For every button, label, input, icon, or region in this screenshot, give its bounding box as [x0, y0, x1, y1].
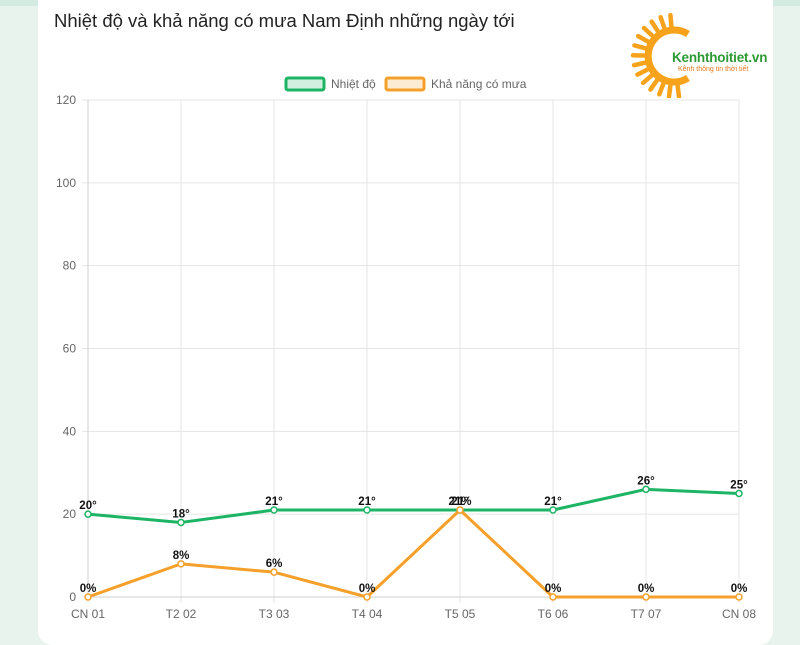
sun-ray [635, 33, 651, 44]
data-label: 21° [544, 496, 562, 508]
y-tick-label: 0 [69, 590, 76, 604]
sun-ray [666, 83, 673, 98]
x-tick-label: T3 03 [259, 607, 290, 621]
brand-tagline: Kênh thông tin thời tiết [678, 66, 749, 73]
y-tick-label: 20 [63, 507, 77, 521]
sun-ray [658, 14, 667, 30]
data-label: 21° [451, 496, 469, 508]
data-point[interactable] [270, 506, 278, 514]
data-point[interactable] [363, 506, 371, 514]
legend-swatch [384, 76, 426, 92]
data-point[interactable] [177, 518, 185, 527]
data-label: 21° [358, 496, 376, 508]
legend-item-1[interactable]: Khả năng có mưa [384, 76, 527, 92]
sun-ray [675, 83, 682, 98]
page-title: Nhiệt độ và khả năng có mưa Nam Định nhữ… [54, 10, 515, 31]
y-tick-label: 40 [63, 424, 77, 438]
legend-label: Nhiệt độ [331, 77, 376, 91]
data-point[interactable] [84, 510, 92, 518]
data-label: 26° [637, 475, 655, 487]
legend-label: Khả năng có mưa [431, 77, 527, 91]
sun-ray [649, 19, 660, 34]
legend-item-0[interactable]: Nhiệt độ [284, 76, 376, 92]
brand-name: Kenhthoitiet.vn [672, 50, 768, 65]
x-tick-label: CN 01 [71, 607, 105, 621]
sun-ray [641, 25, 655, 38]
sun-ray [657, 81, 666, 97]
data-point[interactable] [270, 568, 278, 576]
data-label: 6% [266, 558, 283, 570]
data-label: 0% [731, 583, 748, 595]
data-point[interactable] [363, 593, 371, 601]
sun-icon [630, 12, 690, 98]
sun-ray [631, 60, 648, 68]
data-point[interactable] [642, 593, 650, 601]
data-label: 0% [545, 583, 562, 595]
data-point[interactable] [735, 593, 743, 601]
data-point[interactable] [735, 489, 743, 498]
data-point[interactable] [549, 506, 557, 514]
chart-card [38, 0, 773, 645]
sun-arc [644, 26, 690, 86]
series-line-1 [87, 508, 739, 599]
legend-swatch [284, 76, 326, 92]
data-point[interactable] [456, 506, 464, 514]
x-tick-label: CN 08 [722, 607, 756, 621]
data-label: 0% [359, 583, 376, 595]
y-tick-label: 60 [63, 342, 77, 356]
series-line-0 [87, 487, 740, 524]
data-point[interactable] [642, 485, 650, 494]
x-tick-label: T7 07 [631, 607, 662, 621]
data-label: 18° [172, 508, 190, 520]
data-label: 0% [80, 583, 97, 595]
x-tick-label: T4 04 [352, 607, 383, 621]
sun-ray [668, 12, 674, 29]
sun-ray [632, 43, 648, 51]
y-tick-label: 80 [63, 259, 77, 273]
data-label: 21° [265, 496, 283, 508]
data-point[interactable] [177, 560, 185, 568]
data-label: 21% [448, 496, 471, 508]
sun-ray [635, 67, 650, 77]
x-tick-label: T5 05 [445, 607, 476, 621]
x-tick-label: T2 02 [166, 607, 197, 621]
data-point[interactable] [84, 593, 92, 601]
y-tick-label: 120 [56, 93, 76, 107]
data-label: 8% [173, 550, 190, 562]
sun-ray [640, 73, 654, 86]
y-tick-label: 100 [56, 176, 76, 190]
data-label: 25° [730, 479, 748, 491]
data-label: 20° [79, 500, 97, 512]
data-label: 0% [638, 583, 655, 595]
x-tick-label: T6 06 [538, 607, 569, 621]
data-point[interactable] [549, 593, 557, 601]
sun-ray [648, 78, 660, 92]
